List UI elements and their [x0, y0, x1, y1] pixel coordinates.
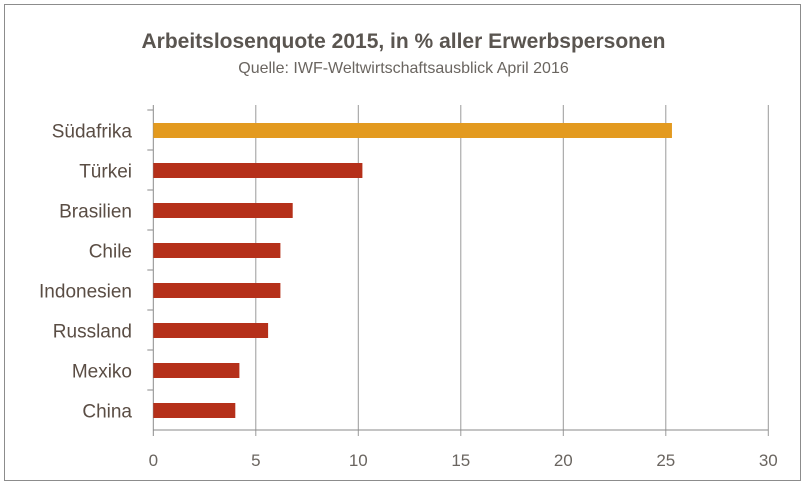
bar-türkei [153, 163, 363, 178]
chart-title: Arbeitslosenquote 2015, in % aller Erwer… [141, 30, 666, 53]
chart-frame [4, 4, 801, 481]
x-tick-label: 30 [759, 451, 778, 470]
category-label: Brasilien [59, 202, 132, 223]
bar-mexiko [153, 363, 240, 378]
bar-indonesien [153, 283, 281, 298]
x-tick-label: 20 [554, 451, 573, 470]
x-tick-label: 10 [349, 451, 368, 470]
x-tick-label: 0 [149, 451, 158, 470]
x-tick-label: 15 [451, 451, 470, 470]
bar-brasilien [153, 203, 293, 218]
category-label: Türkei [79, 162, 132, 183]
category-label: Chile [89, 242, 132, 263]
bar-china [153, 403, 236, 418]
category-label: Russland [53, 322, 132, 343]
bar-russland [153, 323, 269, 338]
chart-subtitle: Quelle: IWF-Weltwirtschaftsausblick Apri… [238, 60, 569, 77]
x-tick-label: 25 [656, 451, 675, 470]
bar-chile [153, 243, 281, 258]
category-label: Mexiko [72, 362, 132, 383]
bar-südafrika [153, 123, 672, 138]
category-label: Indonesien [39, 282, 132, 303]
category-label: China [82, 402, 132, 423]
category-label: Südafrika [52, 122, 133, 143]
x-tick-label: 5 [251, 451, 260, 470]
